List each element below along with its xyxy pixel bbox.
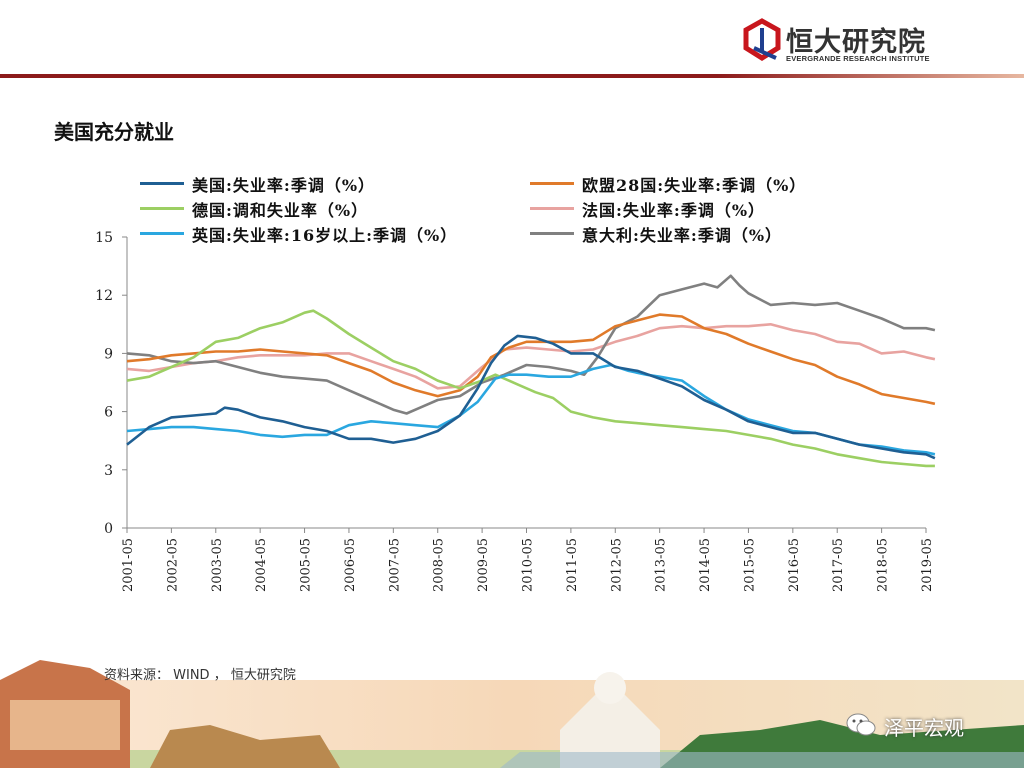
legend-label-fr: 法国:失业率:季调（%） [582,201,766,220]
source-note: 资料来源： WIND ， 恒大研究院 [104,668,296,683]
wechat-watermark: 泽平宏观 [846,710,996,742]
x-tick-label: 2010-05 [521,538,536,592]
x-tick-label: 2014-05 [698,538,713,592]
legend-swatch-uk [140,232,184,235]
legend-swatch-eu28 [530,182,574,185]
x-tick-label: 2019-05 [920,538,935,592]
y-tick-label: 9 [104,346,113,362]
evergrande-logo-icon [743,18,781,61]
legend-label-uk: 英国:失业率:16岁以上:季调（%） [192,226,458,245]
x-tick-label: 2015-05 [742,538,757,592]
y-tick-label: 15 [95,230,113,246]
series-line-eu28 [126,313,936,406]
footer-landscape-illustration [0,660,1024,768]
legend-label-eu28: 欧盟28国:失业率:季调（%） [582,176,807,195]
series-line-it [126,274,936,415]
legend-label-de: 德国:调和失业率（%） [192,201,369,220]
logo: 恒大研究院 EVERGRANDE RESEARCH INSTITUTE [740,18,940,66]
x-tick-label: 2007-05 [387,538,402,592]
x-tick-label: 2018-05 [876,538,891,592]
x-tick-label: 2005-05 [299,538,314,592]
y-tick-label: 0 [104,521,113,537]
chart-series-layer [126,274,936,468]
unemployment-line-chart: 0 3 6 9 12 15 2001-05 2002-05 2003-05 2004-05 2005… [95,230,936,592]
page-title: 美国充分就业 [54,120,174,144]
series-line-us [126,334,936,460]
x-tick-label: 2017-05 [831,538,846,592]
x-tick-label: 2004-05 [254,538,269,592]
x-tick-label: 2011-05 [565,538,580,592]
y-tick-label: 3 [104,463,113,479]
x-tick-label: 2006-05 [343,538,358,592]
legend-label-it: 意大利:失业率:季调（%） [582,226,783,245]
legend-swatch-fr [530,207,574,210]
x-tick-label: 2012-05 [609,538,624,592]
x-tick-label: 2001-05 [121,538,136,592]
series-line-de [126,309,935,468]
legend-swatch-it [530,232,574,235]
legend-swatch-de [140,207,184,210]
x-tick-label: 2003-05 [210,538,225,592]
series-line-uk [126,363,936,456]
logo-text-cn: 恒大研究院 [786,27,926,58]
chart-axes: 0 3 6 9 12 15 2001-05 2002-05 2003-05 2004-05 2005… [95,230,935,592]
y-tick-label: 12 [95,288,113,304]
x-tick-label: 2002-05 [165,538,180,592]
x-tick-label: 2013-05 [654,538,669,592]
x-tick-label: 2008-05 [432,538,447,592]
header-rule [0,74,1024,78]
legend-swatch-us [140,182,184,185]
legend-label-us: 美国:失业率:季调（%） [192,176,376,195]
chart-legend: 美国:失业率:季调（%） 欧盟28国:失业率:季调（%） 德国:调和失业率（%）… [140,172,860,245]
x-tick-label: 2009-05 [476,538,491,592]
wechat-account-name: 泽平宏观 [884,716,964,740]
series-line-fr [126,323,936,390]
wechat-icon [846,713,876,736]
x-tick-label: 2016-05 [787,538,802,592]
y-tick-label: 6 [104,405,113,421]
logo-text-en: EVERGRANDE RESEARCH INSTITUTE [786,54,930,63]
